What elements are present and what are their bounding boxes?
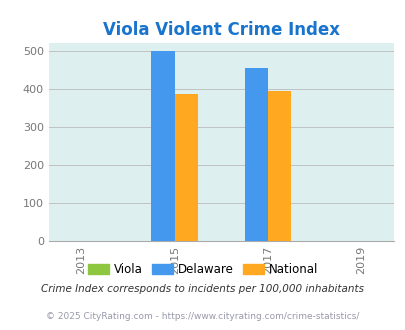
Legend: Viola, Delaware, National: Viola, Delaware, National bbox=[83, 258, 322, 281]
Text: Crime Index corresponds to incidents per 100,000 inhabitants: Crime Index corresponds to incidents per… bbox=[41, 284, 364, 294]
Bar bbox=[151, 50, 174, 241]
Bar bbox=[267, 91, 290, 241]
Text: © 2025 CityRating.com - https://www.cityrating.com/crime-statistics/: © 2025 CityRating.com - https://www.city… bbox=[46, 313, 359, 321]
Bar bbox=[174, 94, 198, 241]
Title: Viola Violent Crime Index: Viola Violent Crime Index bbox=[102, 20, 339, 39]
Bar bbox=[244, 68, 267, 241]
